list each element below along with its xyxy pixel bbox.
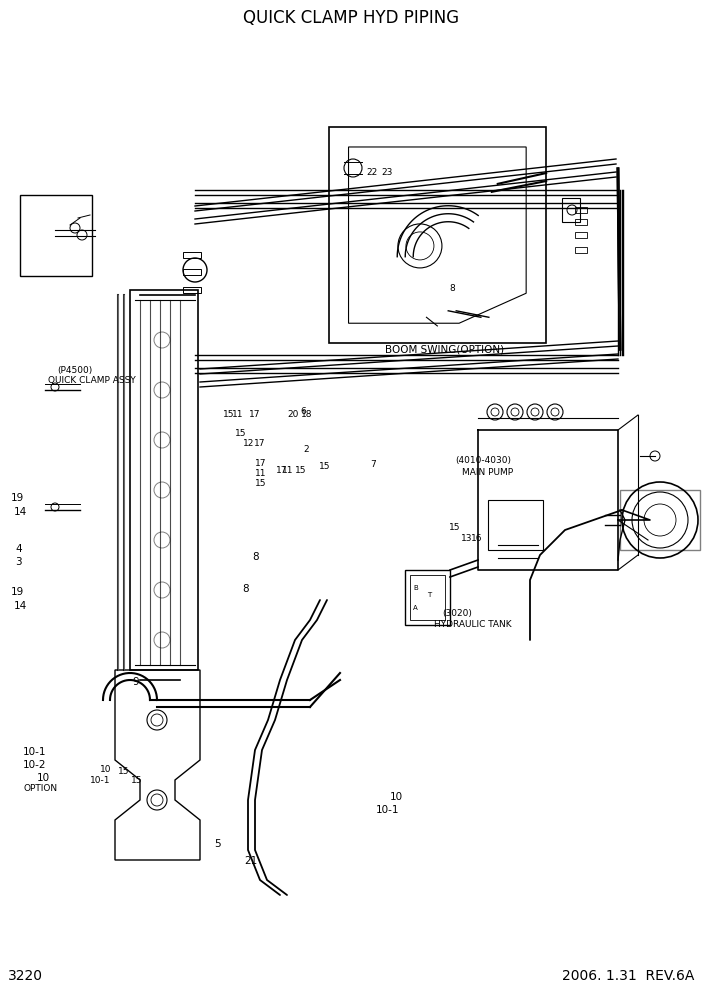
Text: 9: 9	[133, 678, 139, 687]
Text: 16: 16	[471, 534, 482, 544]
Text: 20: 20	[288, 410, 299, 420]
Text: 17: 17	[249, 410, 260, 420]
Text: 15: 15	[295, 465, 306, 475]
Text: 21: 21	[244, 856, 258, 866]
Text: 15: 15	[223, 410, 234, 420]
Bar	[410, 575, 445, 620]
Bar	[620, 490, 700, 550]
Text: 15: 15	[449, 523, 461, 533]
Text: 15: 15	[131, 776, 142, 786]
Bar	[562, 198, 580, 222]
Bar	[405, 570, 450, 625]
Text: 10: 10	[37, 773, 50, 783]
Text: 22: 22	[366, 168, 378, 178]
Text: 17: 17	[254, 438, 265, 448]
Text: 8: 8	[253, 552, 259, 561]
Text: 10-1: 10-1	[376, 806, 399, 815]
Text: 11: 11	[232, 410, 243, 420]
Text: 8: 8	[449, 284, 455, 294]
Text: 13: 13	[461, 534, 472, 544]
Bar	[575, 219, 587, 225]
Text: 19: 19	[11, 493, 24, 503]
Text: 10: 10	[100, 765, 112, 775]
Text: B: B	[413, 585, 418, 591]
Text: 15: 15	[118, 767, 129, 777]
Bar	[183, 252, 201, 258]
Text: 3220: 3220	[8, 969, 43, 983]
Text: 19: 19	[11, 587, 24, 597]
Text: (4010-4030): (4010-4030)	[455, 455, 511, 465]
Text: 3: 3	[15, 558, 22, 567]
Text: T: T	[427, 592, 431, 598]
Text: 14: 14	[14, 601, 27, 611]
Text: 10: 10	[390, 792, 403, 802]
Text: (P4500): (P4500)	[58, 365, 93, 375]
Text: 15: 15	[319, 461, 331, 471]
Text: 15: 15	[255, 478, 266, 488]
Text: MAIN PUMP: MAIN PUMP	[462, 467, 513, 477]
Text: 15: 15	[235, 429, 246, 438]
Text: 23: 23	[381, 168, 392, 178]
Text: HYDRAULIC TANK: HYDRAULIC TANK	[434, 620, 512, 630]
Text: QUICK CLAMP ASSY: QUICK CLAMP ASSY	[48, 376, 135, 386]
Text: 6: 6	[300, 407, 306, 417]
Text: (3020): (3020)	[442, 608, 472, 618]
Text: 4: 4	[15, 544, 22, 554]
Text: 7: 7	[370, 459, 376, 469]
Bar	[575, 207, 587, 213]
Text: 17: 17	[255, 458, 266, 468]
Text: QUICK CLAMP HYD PIPING: QUICK CLAMP HYD PIPING	[243, 9, 459, 27]
Bar	[20, 195, 92, 277]
Bar	[183, 269, 201, 275]
Text: A: A	[413, 605, 418, 611]
Text: 2006. 1.31  REV.6A: 2006. 1.31 REV.6A	[562, 969, 694, 983]
Text: 10-1: 10-1	[90, 776, 110, 786]
Text: 12: 12	[243, 438, 254, 448]
Text: 10-1: 10-1	[23, 747, 46, 757]
Text: 5: 5	[214, 839, 220, 849]
Text: OPTION: OPTION	[23, 784, 58, 794]
Text: 2: 2	[303, 444, 309, 454]
Bar	[329, 127, 546, 343]
Text: 10-2: 10-2	[23, 760, 46, 770]
Bar	[575, 247, 587, 253]
Text: 14: 14	[14, 507, 27, 517]
Text: BOOM SWING(OPTION): BOOM SWING(OPTION)	[385, 344, 504, 354]
Text: 18: 18	[300, 410, 312, 420]
Text: 11: 11	[282, 465, 293, 475]
Bar	[488, 500, 543, 550]
Bar	[575, 232, 587, 238]
Text: 17: 17	[276, 465, 287, 475]
Text: 8: 8	[242, 584, 249, 594]
Text: 11: 11	[255, 468, 266, 478]
Bar	[183, 287, 201, 293]
